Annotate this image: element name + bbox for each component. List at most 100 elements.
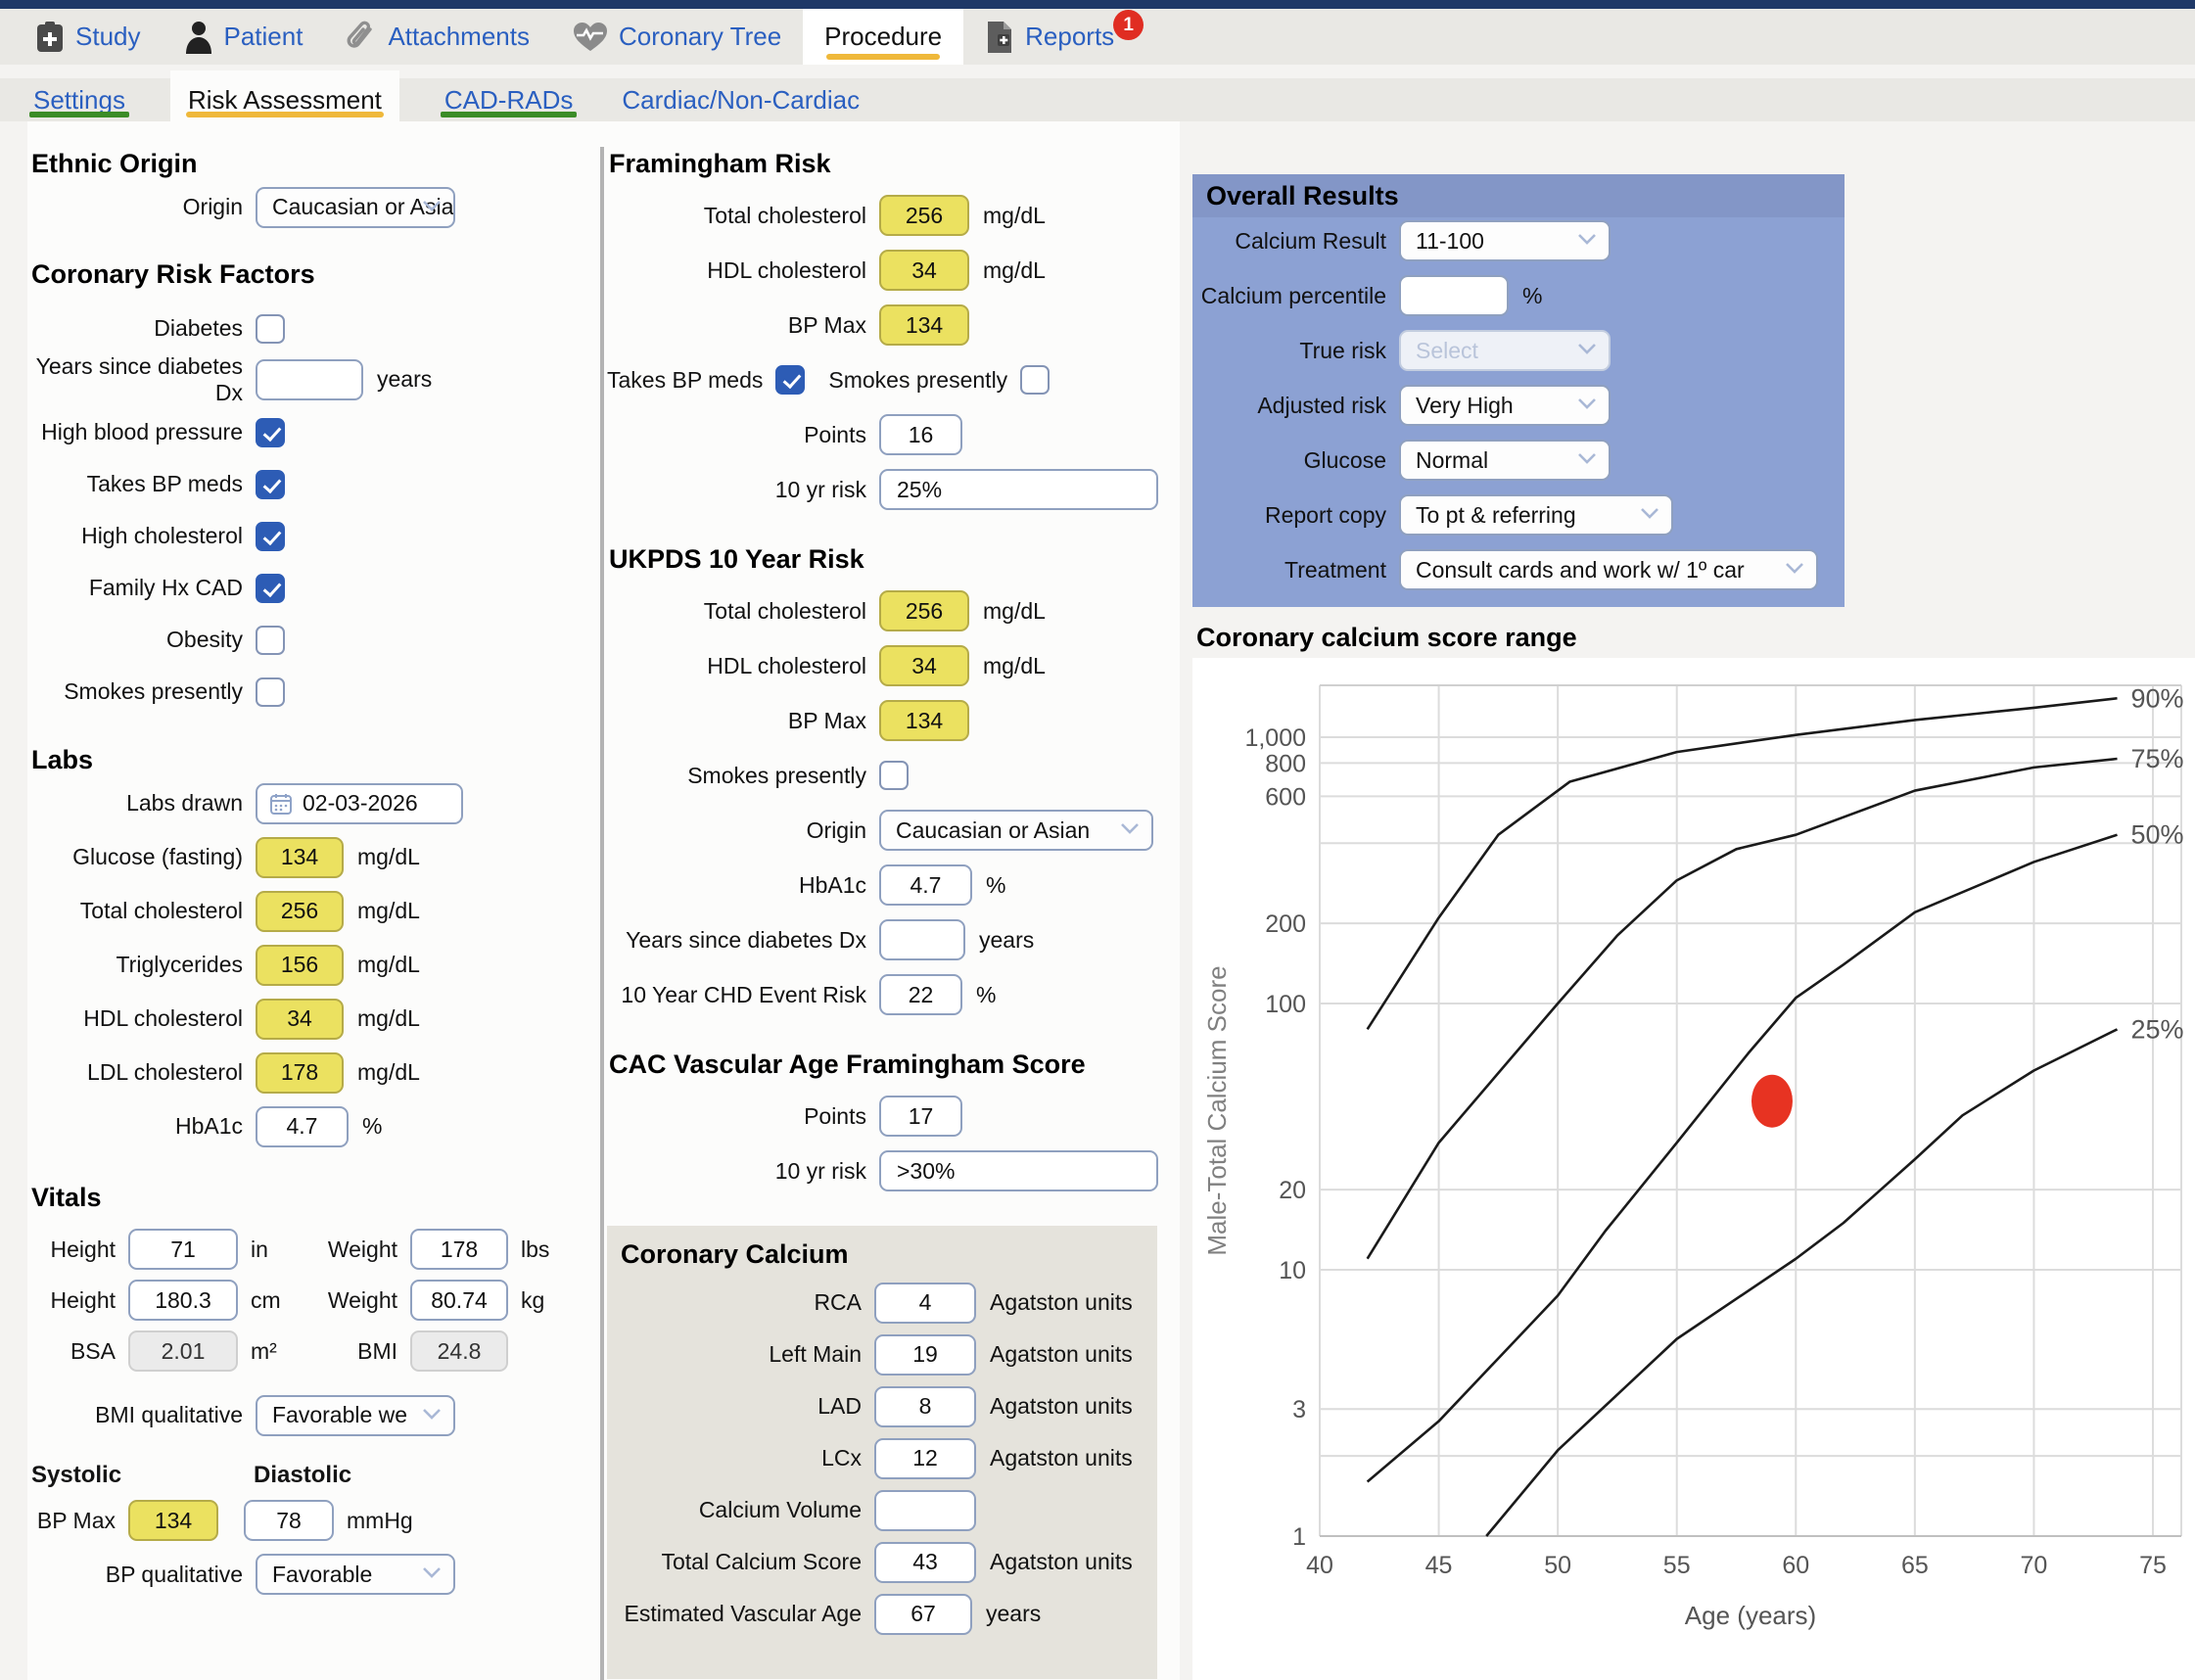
- calcium-volume-input[interactable]: [874, 1489, 976, 1531]
- lcx-input[interactable]: [874, 1437, 976, 1479]
- calcium-volume-label: Calcium Volume: [698, 1497, 862, 1522]
- height-cm-unit: cm: [251, 1286, 281, 1313]
- ukpds-heading: UKPDS 10 Year Risk: [609, 544, 864, 574]
- fr-points-row: Points: [607, 407, 1180, 462]
- svg-text:55: 55: [1663, 1552, 1691, 1579]
- uk-bp-max-input[interactable]: [879, 700, 969, 741]
- weight-lbs-input[interactable]: [410, 1229, 508, 1270]
- tab-cad-rads[interactable]: CAD-RADs: [440, 78, 578, 121]
- years-since-dx-input[interactable]: [256, 358, 363, 400]
- total-cholesterol-row: Total cholesterol mg/dL: [29, 884, 597, 938]
- calcium-result-value: 11-100: [1416, 227, 1484, 254]
- nav-attachments[interactable]: Attachments: [324, 9, 551, 65]
- height-cm-input[interactable]: [128, 1280, 238, 1321]
- uk-smokes-checkbox[interactable]: [879, 761, 909, 790]
- weight-kg-label: Weight: [327, 1286, 397, 1313]
- high-cholesterol-checkbox[interactable]: [256, 521, 285, 551]
- uk-total-cholesterol-input[interactable]: [879, 590, 969, 631]
- calcium-result-select[interactable]: 11-100: [1399, 220, 1611, 261]
- bp-max-systolic-input[interactable]: [128, 1500, 218, 1541]
- fr-total-cholesterol-input[interactable]: [879, 195, 969, 236]
- labs-drawn-label: Labs drawn: [126, 790, 243, 816]
- uk-years-dx-label: Years since diabetes Dx: [626, 926, 866, 953]
- uk-chd-risk-row: 10 Year CHD Event Risk %: [607, 967, 1180, 1022]
- height-in-input[interactable]: [128, 1229, 238, 1270]
- hba1c-input[interactable]: [256, 1105, 349, 1147]
- cac-10yr-risk-input[interactable]: [879, 1150, 1158, 1191]
- fr-hdl-input[interactable]: [879, 250, 969, 291]
- risk-assessment-content: Ethnic Origin Origin Caucasian or Asian …: [27, 121, 1180, 1680]
- ldl-input[interactable]: [256, 1051, 344, 1094]
- origin-label: Origin: [182, 194, 243, 219]
- fr-hdl-row: HDL cholesterol mg/dL: [607, 243, 1180, 298]
- calcium-score-chart: 1 3 10 20 100 200 600 800 1,000 40 45 50 55 60 65 70 75 A…: [1192, 658, 2195, 1680]
- family-hx-cad-checkbox[interactable]: [256, 573, 285, 603]
- weight-lbs-unit: lbs: [521, 1236, 550, 1262]
- calcium-percentile-unit: %: [1522, 282, 1543, 308]
- fr-points-input[interactable]: [879, 414, 962, 455]
- glucose-result-value: Normal: [1416, 446, 1489, 473]
- treatment-select[interactable]: Consult cards and work w/ 1º car: [1399, 549, 1818, 590]
- diastolic-heading: Diastolic: [254, 1462, 352, 1488]
- fr-smokes-checkbox[interactable]: [1020, 365, 1051, 395]
- total-calcium-score-input[interactable]: [874, 1541, 976, 1583]
- tab-settings[interactable]: Settings: [29, 78, 129, 121]
- uk-hdl-label: HDL cholesterol: [707, 652, 866, 678]
- report-copy-select[interactable]: To pt & referring: [1399, 494, 1673, 536]
- reports-badge: 1: [1113, 10, 1144, 40]
- uk-hba1c-input[interactable]: [879, 864, 972, 906]
- origin-select[interactable]: Caucasian or Asian: [256, 186, 455, 228]
- fr-bp-max-input[interactable]: [879, 304, 969, 346]
- bp-qualitative-select[interactable]: Favorable: [256, 1554, 455, 1595]
- total-cholesterol-input[interactable]: [256, 890, 344, 932]
- labs-drawn-date-input[interactable]: 02-03-2026: [256, 782, 463, 824]
- bp-max-row: BP Max mmHg: [29, 1495, 597, 1546]
- uk-years-dx-input[interactable]: [879, 919, 965, 960]
- true-risk-select[interactable]: Select: [1399, 330, 1611, 371]
- glucose-input[interactable]: [256, 836, 344, 878]
- middle-column: Framingham Risk Total cholesterol mg/dL …: [607, 121, 1180, 1679]
- report-copy-row: Report copy To pt & referring: [1192, 488, 1845, 542]
- svg-text:45: 45: [1425, 1552, 1453, 1579]
- tab-cardiac-non-cardiac[interactable]: Cardiac/Non-Cardiac: [618, 78, 864, 121]
- uk-smokes-row: Smokes presently: [607, 748, 1180, 803]
- bmi-qualitative-select[interactable]: Favorable we: [256, 1394, 455, 1436]
- left-main-input[interactable]: [874, 1333, 976, 1376]
- glucose-result-select[interactable]: Normal: [1399, 440, 1611, 481]
- fr-takes-bp-meds-checkbox[interactable]: [775, 365, 806, 395]
- bp-qualitative-label: BP qualitative: [105, 1561, 243, 1587]
- svg-text:50%: 50%: [2131, 820, 2184, 850]
- hdl-input[interactable]: [256, 998, 344, 1040]
- obesity-checkbox[interactable]: [256, 625, 285, 655]
- bp-max-diastolic-input[interactable]: [244, 1500, 334, 1541]
- chevron-down-icon: [1640, 506, 1659, 524]
- uk-chd-risk-input[interactable]: [879, 974, 962, 1015]
- uk-origin-select[interactable]: Caucasian or Asian: [879, 810, 1153, 851]
- diabetes-checkbox[interactable]: [256, 313, 285, 344]
- weight-kg-input[interactable]: [410, 1280, 508, 1321]
- adjusted-risk-select[interactable]: Very High: [1399, 385, 1611, 426]
- vascular-age-input[interactable]: [874, 1593, 972, 1635]
- nav-procedure[interactable]: Procedure: [803, 9, 964, 65]
- bp-qualitative-row: BP qualitative Favorable: [29, 1546, 597, 1603]
- tab-risk-assessment[interactable]: Risk Assessment: [169, 70, 399, 121]
- uk-hdl-input[interactable]: [879, 645, 969, 686]
- nav-reports[interactable]: Reports 1: [963, 9, 1144, 65]
- svg-text:600: 600: [1265, 783, 1306, 811]
- cac-points-input[interactable]: [879, 1096, 962, 1137]
- report-copy-label: Report copy: [1264, 501, 1386, 528]
- rca-input[interactable]: [874, 1282, 976, 1324]
- fr-10yr-risk-input[interactable]: [879, 469, 1158, 510]
- bp-subheadings: Systolic Diastolic: [29, 1456, 597, 1495]
- high-bp-checkbox[interactable]: [256, 417, 285, 447]
- years-since-dx-label: Years since diabetes Dx: [35, 352, 243, 405]
- bp-max-unit: mmHg: [347, 1507, 413, 1533]
- nav-coronary-tree[interactable]: Coronary Tree: [551, 9, 803, 65]
- triglycerides-input[interactable]: [256, 944, 344, 986]
- calcium-percentile-input[interactable]: [1399, 275, 1509, 316]
- lad-input[interactable]: [874, 1385, 976, 1427]
- nav-patient[interactable]: Patient: [163, 9, 325, 65]
- takes-bp-meds-checkbox[interactable]: [256, 469, 285, 499]
- nav-study[interactable]: Study: [14, 9, 163, 65]
- smokes-checkbox[interactable]: [256, 677, 285, 707]
